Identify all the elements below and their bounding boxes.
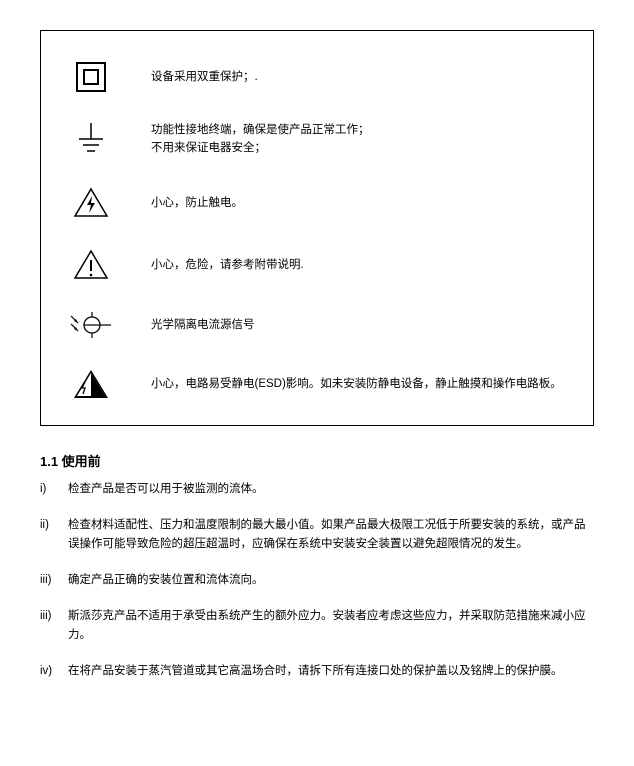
symbol-text: 功能性接地终端，确保是使产品正常工作； 不用来保证电器安全； [121, 121, 370, 158]
symbol-text: 小心，危险，请参考附带说明. [121, 256, 304, 274]
page-content: 设备采用双重保护；. 功能性接地终端，确保是使产品正常工作； 不用来保证电器安全… [0, 0, 634, 719]
symbol-text: 设备采用双重保护；. [121, 68, 258, 86]
list-number: iii) [40, 571, 68, 589]
list-text: 检查材料适配性、压力和温度限制的最大最小值。如果产品最大极限工况低于所要安装的系… [68, 516, 594, 553]
list-item: ii) 检查材料适配性、压力和温度限制的最大最小值。如果产品最大极限工况低于所要… [40, 516, 594, 553]
symbol-row: 小心，危险，请参考附带说明. [61, 248, 573, 282]
symbol-text: 小心，防止触电。 [121, 194, 243, 212]
list-text: 确定产品正确的安装位置和流体流向。 [68, 571, 594, 589]
symbol-row: 设备采用双重保护；. [61, 61, 573, 93]
list-number: i) [40, 480, 68, 498]
caution-icon [61, 248, 121, 282]
list-text: 在将产品安装于蒸汽管道或其它高温场合时，请拆下所有连接口处的保护盖以及铭牌上的保… [68, 662, 594, 680]
section-title: 1.1 使用前 [40, 451, 594, 470]
shock-warning-icon [61, 186, 121, 220]
list-number: iii) [40, 607, 68, 644]
list-number: ii) [40, 516, 68, 553]
list-number: iv) [40, 662, 68, 680]
optical-isolation-icon [61, 310, 121, 340]
symbol-row: 功能性接地终端，确保是使产品正常工作； 不用来保证电器安全； [61, 121, 573, 158]
list-text: 检查产品是否可以用于被监测的流体。 [68, 480, 594, 498]
list-item: iv) 在将产品安装于蒸汽管道或其它高温场合时，请拆下所有连接口处的保护盖以及铭… [40, 662, 594, 680]
ground-icon [61, 121, 121, 157]
symbol-row: 小心，防止触电。 [61, 186, 573, 220]
symbol-row: 光学隔离电流源信号 [61, 310, 573, 340]
list-item: iii) 确定产品正确的安装位置和流体流向。 [40, 571, 594, 589]
symbol-row: 小心，电路易受静电(ESD)影响。如未安装防静电设备，静止触摸和操作电路板。 [61, 368, 573, 400]
list-item: iii) 斯派莎克产品不适用于承受由系统产生的额外应力。安装者应考虑这些应力，并… [40, 607, 594, 644]
symbol-table: 设备采用双重保护；. 功能性接地终端，确保是使产品正常工作； 不用来保证电器安全… [40, 30, 594, 426]
symbol-text: 小心，电路易受静电(ESD)影响。如未安装防静电设备，静止触摸和操作电路板。 [121, 375, 562, 393]
double-insulation-icon [61, 61, 121, 93]
symbol-text: 光学隔离电流源信号 [121, 316, 255, 334]
list-item: i) 检查产品是否可以用于被监测的流体。 [40, 480, 594, 498]
list-text: 斯派莎克产品不适用于承受由系统产生的额外应力。安装者应考虑这些应力，并采取防范措… [68, 607, 594, 644]
esd-warning-icon [61, 368, 121, 400]
instruction-list: i) 检查产品是否可以用于被监测的流体。 ii) 检查材料适配性、压力和温度限制… [40, 480, 594, 681]
